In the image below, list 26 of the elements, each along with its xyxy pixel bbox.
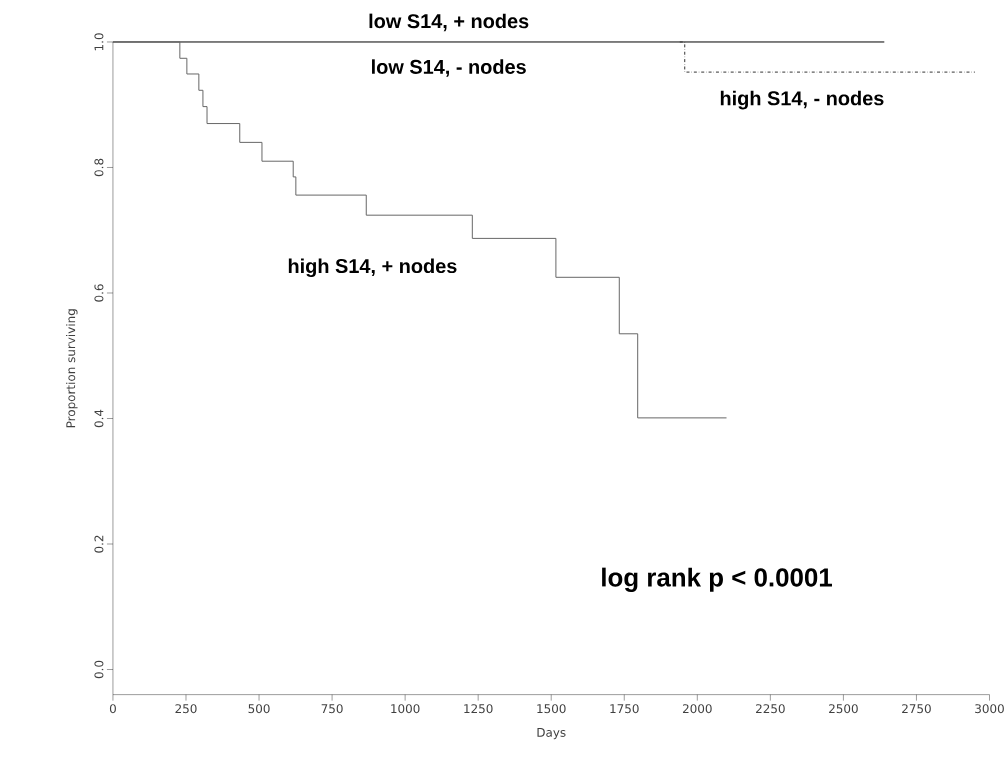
annotation: high S14, + nodes [288,258,457,278]
x-tick-label: 2500 [829,704,858,714]
y-tick-label: 0.4 [94,409,104,428]
x-tick-label: 250 [175,704,197,714]
x-tick-label: 1750 [610,704,639,714]
x-tick-label: 1250 [464,704,493,714]
x-tick-label: 1000 [391,704,420,714]
y-tick-label: 0.6 [94,284,104,302]
annotation: high S14, - nodes [720,90,884,110]
text: low S14, + nodes [369,13,529,32]
x-tick-label: 2250 [756,704,785,714]
y-axis-title: Proportion surviving [66,309,78,428]
x-tick-label: 2750 [902,704,931,714]
x-tick-label: 2000 [682,704,712,714]
annotation: log rank p < 0.0001 [602,567,832,593]
x-tick-label: 500 [248,704,270,714]
x-tick-label: 0 [109,704,116,714]
y-tick-label: 0.0 [94,661,104,679]
x-tick-label: 3000 [975,704,1004,714]
y-tick-label: 0.2 [94,535,104,553]
x-tick-label: 1500 [537,704,566,714]
x-tick-label: 750 [321,704,343,714]
annotation: low S14, - nodes [372,59,526,78]
y-tick-label: 0.8 [94,159,104,177]
x-axis-title: Days [537,728,566,740]
y-tick-label: 1.0 [94,33,104,51]
